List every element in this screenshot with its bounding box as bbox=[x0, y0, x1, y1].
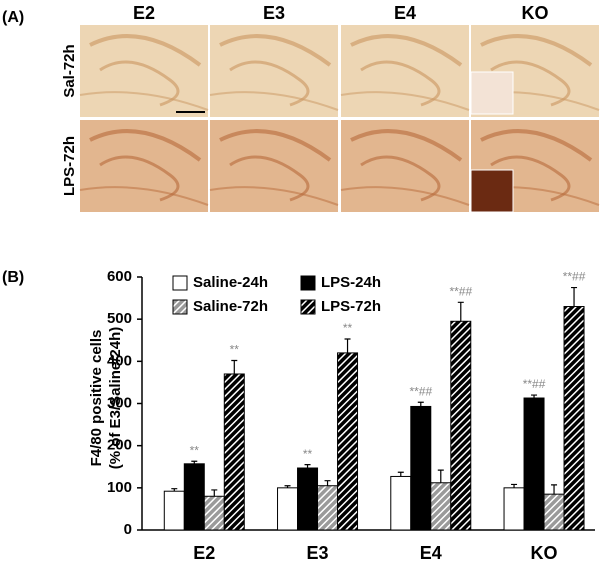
error-bar bbox=[511, 483, 518, 488]
tissue-band bbox=[219, 34, 332, 67]
error-bar bbox=[211, 489, 218, 497]
significance-label: **## bbox=[563, 270, 586, 284]
bar bbox=[337, 352, 359, 531]
tissue-band bbox=[79, 186, 209, 206]
tissue-band bbox=[99, 155, 180, 202]
x-tick-label: E3 bbox=[307, 543, 329, 563]
error-bar bbox=[284, 485, 291, 488]
tissue-band bbox=[480, 129, 593, 162]
error-bar bbox=[417, 401, 424, 407]
panel-label: (A) bbox=[2, 9, 24, 26]
legend-label: LPS-24h bbox=[321, 274, 381, 291]
column-label: E3 bbox=[263, 3, 285, 23]
x-tick-label: E4 bbox=[420, 543, 442, 563]
error-bar bbox=[231, 359, 238, 374]
error-bar bbox=[324, 480, 331, 486]
error-bar bbox=[304, 464, 311, 469]
significance-label: ** bbox=[190, 443, 200, 457]
tissue-band bbox=[340, 186, 470, 206]
error-bar bbox=[171, 488, 178, 492]
bar bbox=[563, 306, 585, 531]
inset bbox=[470, 71, 514, 115]
tissue-band bbox=[350, 129, 463, 162]
row-label: Sal-72h bbox=[61, 44, 78, 97]
significance-label: ** bbox=[230, 343, 240, 357]
error-bar bbox=[437, 469, 444, 483]
column-label: E2 bbox=[133, 3, 155, 23]
legend-label: Saline-72h bbox=[193, 298, 268, 315]
bar bbox=[450, 320, 472, 531]
error-bar bbox=[551, 484, 558, 495]
legend-swatch bbox=[172, 275, 188, 291]
significance-label: ** bbox=[343, 321, 353, 335]
inset bbox=[470, 169, 514, 213]
x-tick-label: E2 bbox=[193, 543, 215, 563]
tissue-band bbox=[340, 91, 470, 111]
error-bar bbox=[191, 460, 198, 464]
bar bbox=[317, 485, 339, 531]
error-bar bbox=[571, 286, 578, 307]
error-bar bbox=[344, 338, 351, 353]
tissue-band bbox=[480, 34, 593, 67]
bar bbox=[503, 487, 525, 531]
x-tick-label: KO bbox=[531, 543, 558, 563]
legend-label: LPS-72h bbox=[321, 298, 381, 315]
bar bbox=[277, 487, 299, 531]
significance-label: ** bbox=[303, 447, 313, 461]
legend-swatch bbox=[300, 299, 316, 315]
tissue-band bbox=[350, 34, 463, 67]
significance-label: **## bbox=[449, 284, 472, 298]
bar bbox=[223, 373, 245, 531]
error-bar bbox=[397, 471, 404, 477]
tissue-band bbox=[490, 155, 571, 202]
y-tick-label: 500 bbox=[107, 310, 132, 327]
tissue-band bbox=[229, 155, 310, 202]
tissue-band bbox=[89, 129, 202, 162]
y-tick-label: 200 bbox=[107, 437, 132, 454]
y-tick-label: 600 bbox=[107, 268, 132, 285]
tissue-band bbox=[99, 60, 180, 107]
bar bbox=[410, 405, 432, 531]
bar bbox=[430, 482, 452, 531]
panel-label: (B) bbox=[2, 269, 24, 286]
tissue-band bbox=[209, 186, 339, 206]
bar bbox=[163, 490, 185, 531]
y-tick-label: 400 bbox=[107, 352, 132, 369]
y-tick-label: 100 bbox=[107, 479, 132, 496]
tissue-band bbox=[209, 91, 339, 111]
tissue-band bbox=[229, 60, 310, 107]
error-bar bbox=[531, 394, 538, 399]
bar bbox=[183, 463, 205, 531]
row-label: LPS-72h bbox=[61, 136, 78, 196]
y-tick-label: 0 bbox=[124, 521, 132, 538]
significance-label: **## bbox=[523, 377, 546, 391]
column-label: KO bbox=[522, 3, 549, 23]
bar bbox=[390, 475, 412, 531]
bar bbox=[297, 467, 319, 531]
bar bbox=[523, 397, 545, 531]
bar bbox=[543, 493, 565, 531]
column-label: E4 bbox=[394, 3, 416, 23]
tissue-band bbox=[490, 60, 571, 107]
y-tick-label: 300 bbox=[107, 394, 132, 411]
bar bbox=[203, 495, 225, 531]
tissue-band bbox=[360, 155, 441, 202]
tissue-band bbox=[89, 34, 202, 67]
image-panel bbox=[79, 25, 600, 213]
legend-label: Saline-24h bbox=[193, 274, 268, 291]
y-axis-label: F4/80 positive cells bbox=[88, 330, 105, 467]
error-bar bbox=[457, 301, 464, 322]
tissue-band bbox=[79, 91, 209, 111]
y-axis-label: (% of E3/Saline/24h) bbox=[107, 327, 124, 470]
significance-label: **## bbox=[409, 384, 432, 398]
legend-swatch bbox=[300, 275, 316, 291]
legend-swatch bbox=[172, 299, 188, 315]
tissue-band bbox=[360, 60, 441, 107]
tissue-band bbox=[219, 129, 332, 162]
